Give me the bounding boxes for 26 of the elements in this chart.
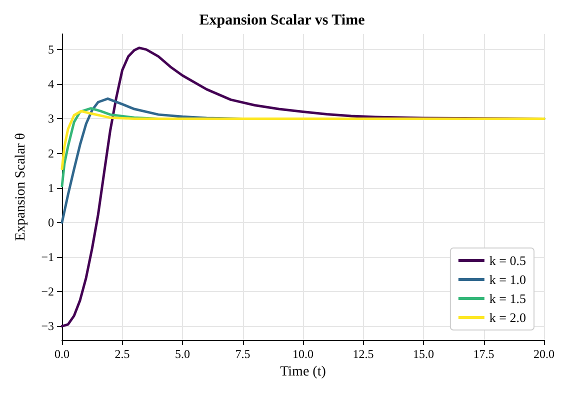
x-tick-label: 15.0 [413, 347, 434, 361]
x-tick-label: 7.5 [235, 347, 250, 361]
legend-label: k = 1.0 [489, 272, 526, 287]
x-tick-label: 10.0 [292, 347, 314, 361]
x-tick-label: 2.5 [114, 347, 130, 361]
y-tick-label: 3 [48, 112, 54, 126]
line-series [60, 110, 546, 170]
legend-label: k = 0.5 [489, 253, 526, 268]
x-tick-label: 12.5 [352, 347, 374, 361]
x-tick-label: 17.5 [473, 347, 494, 361]
x-axis-title: Time (t) [280, 364, 326, 380]
y-axis-title: Expansion Scalar θ [14, 132, 28, 241]
x-tick-label: 0.0 [54, 347, 70, 361]
y-tick-label: 1 [48, 180, 54, 195]
legend-label: k = 2.0 [489, 310, 526, 325]
chart-title: Expansion Scalar vs Time [199, 12, 366, 28]
x-tick-label: 20.0 [534, 347, 554, 361]
x-tick-label: 5.0 [175, 347, 190, 361]
y-tick-label: 4 [48, 77, 54, 92]
y-tick-label: 2 [48, 146, 54, 160]
legend-label: k = 1.5 [489, 291, 526, 306]
y-tick-label: −1 [41, 250, 54, 264]
y-tick-label: −3 [41, 319, 54, 334]
y-tick-label: −2 [41, 284, 54, 299]
y-tick-label: 0 [48, 215, 54, 230]
y-tick-label: 5 [48, 42, 54, 57]
